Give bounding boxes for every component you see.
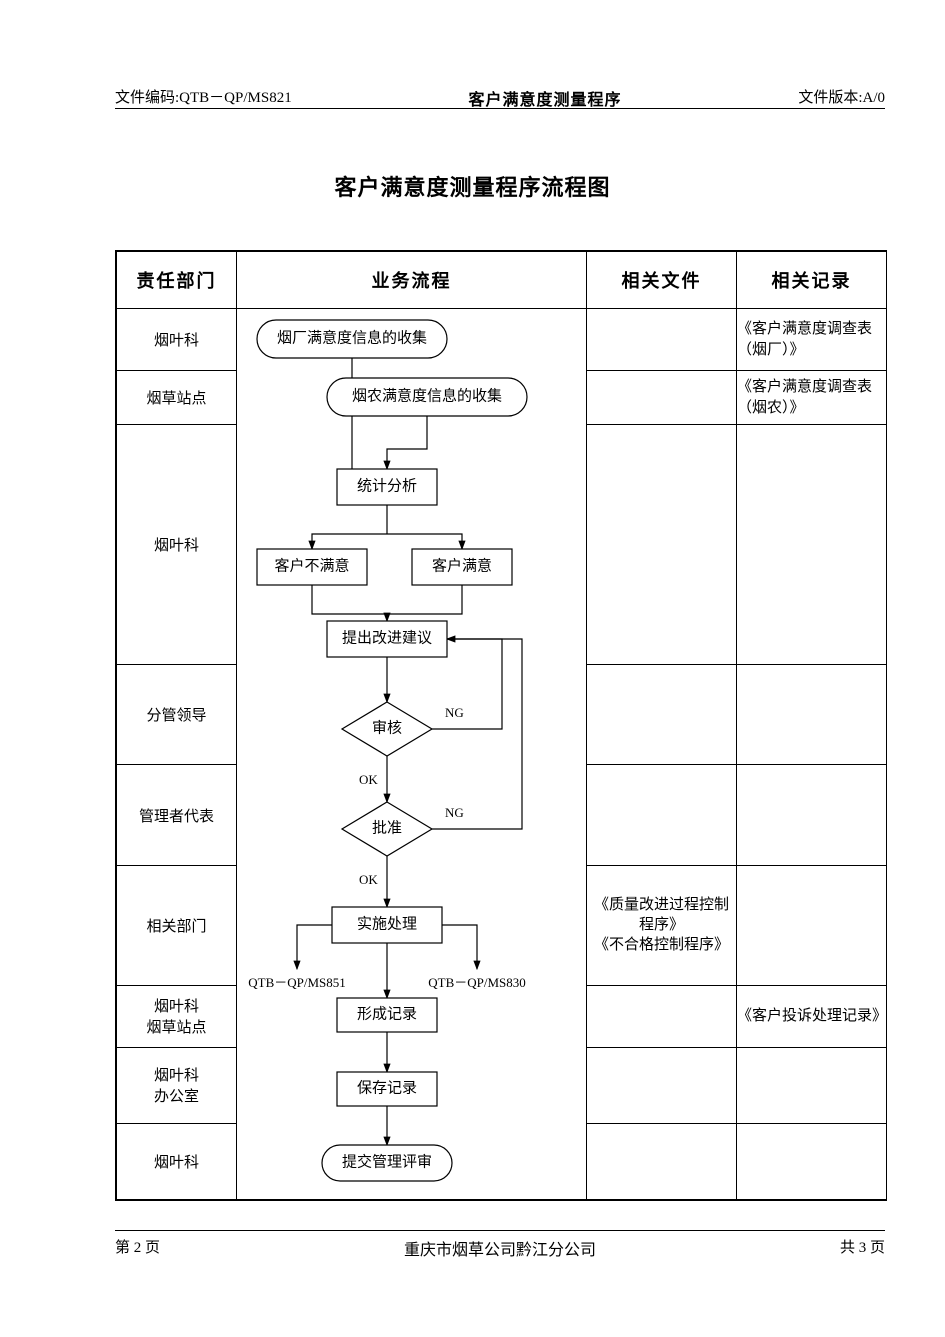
footer-company: 重庆市烟草公司黔江分公司	[404, 1236, 596, 1260]
rec-cell	[737, 665, 887, 765]
rec-cell	[737, 425, 887, 665]
header-rule	[115, 108, 885, 109]
doc-cell	[587, 425, 737, 665]
svg-text:QTB－QP/MS830: QTB－QP/MS830	[428, 975, 526, 990]
footer-page: 第 2 页	[115, 1236, 160, 1260]
col-flow-header: 业务流程	[237, 252, 587, 309]
svg-text:OK: OK	[359, 872, 378, 887]
dept-cell: 分管领导	[117, 665, 237, 765]
doc-cell	[587, 765, 737, 865]
doc-code-value: QTB－QP/MS821	[179, 90, 292, 106]
doc-version-value: A/0	[862, 90, 885, 106]
rec-cell: 《客户投诉处理记录》	[737, 985, 887, 1047]
doc-cell	[587, 985, 737, 1047]
svg-text:保存记录: 保存记录	[357, 1079, 417, 1096]
footer-row: 第 2 页 重庆市烟草公司黔江分公司 共 3 页	[115, 1236, 885, 1260]
svg-text:统计分析: 统计分析	[357, 477, 417, 494]
svg-text:NG: NG	[445, 805, 464, 820]
dept-cell: 烟叶科	[117, 309, 237, 371]
table-header-row: 责任部门 业务流程 相关文件 相关记录	[117, 252, 887, 309]
dept-cell: 烟叶科	[117, 425, 237, 665]
rec-cell	[737, 1047, 887, 1123]
rec-cell: 《客户满意度调查表（烟农）》	[737, 371, 887, 425]
dept-cell: 管理者代表	[117, 765, 237, 865]
table-row: 烟叶科 烟厂满意度信息的收集烟农满意度信息的收集统计分析客户不满意客户满意提出改…	[117, 309, 887, 371]
flowchart-cell: 烟厂满意度信息的收集烟农满意度信息的收集统计分析客户不满意 客户满意提出改进建议审…	[237, 309, 587, 1200]
svg-text:NG: NG	[445, 705, 464, 720]
doc-code: 文件编码:QTB－QP/MS821	[115, 86, 292, 110]
rec-cell	[737, 1123, 887, 1199]
svg-text:客户满意: 客户满意	[432, 556, 492, 574]
rec-cell: 《客户满意度调查表（烟厂）》	[737, 309, 887, 371]
dept-cell: 烟草站点	[117, 371, 237, 425]
rec-cell	[737, 765, 887, 865]
footer-rule	[115, 1230, 885, 1231]
svg-text:提交管理评审: 提交管理评审	[342, 1152, 432, 1170]
svg-text:提出改进建议: 提出改进建议	[342, 629, 432, 646]
svg-text:审核: 审核	[372, 719, 402, 736]
doc-cell	[587, 1047, 737, 1123]
svg-text:批准: 批准	[372, 819, 402, 836]
dept-cell: 烟叶科烟草站点	[117, 985, 237, 1047]
doc-code-label: 文件编码:	[115, 90, 179, 106]
rec-cell	[737, 865, 887, 985]
svg-text:OK: OK	[359, 772, 378, 787]
doc-title: 客户满意度测量程序	[469, 86, 622, 110]
doc-version-label: 文件版本:	[798, 90, 862, 106]
svg-text:烟厂满意度信息的收集: 烟厂满意度信息的收集	[277, 328, 427, 346]
doc-version: 文件版本:A/0	[798, 86, 885, 110]
page-title: 客户满意度测量程序流程图	[0, 170, 945, 202]
doc-cell	[587, 1123, 737, 1199]
col-dept-header: 责任部门	[117, 252, 237, 309]
dept-cell: 相关部门	[117, 865, 237, 985]
header-row: 文件编码:QTB－QP/MS821 客户满意度测量程序 文件版本:A/0	[115, 86, 885, 110]
doc-cell	[587, 309, 737, 371]
page: 文件编码:QTB－QP/MS821 客户满意度测量程序 文件版本:A/0 客户满…	[0, 0, 945, 1337]
svg-text:实施处理: 实施处理	[357, 915, 417, 932]
doc-cell	[587, 665, 737, 765]
col-docs-header: 相关文件	[587, 252, 737, 309]
doc-cell: 《质量改进过程控制程序》《不合格控制程序》	[587, 865, 737, 985]
svg-text:QTB－QP/MS851: QTB－QP/MS851	[248, 975, 346, 990]
footer-total: 共 3 页	[840, 1236, 885, 1260]
svg-text:形成记录: 形成记录	[357, 1005, 417, 1022]
dept-cell: 烟叶科	[117, 1123, 237, 1199]
svg-text:烟农满意度信息的收集: 烟农满意度信息的收集	[352, 386, 502, 404]
doc-cell	[587, 371, 737, 425]
dept-cell: 烟叶科办公室	[117, 1047, 237, 1123]
diagram-table: 责任部门 业务流程 相关文件 相关记录 烟叶科 烟厂满意度信息的收集烟农满意度信…	[115, 250, 887, 1201]
flowchart-svg: 烟厂满意度信息的收集烟农满意度信息的收集统计分析客户不满意 客户满意提出改进建议审…	[237, 309, 587, 1199]
svg-text:客户不满意: 客户不满意	[274, 556, 349, 574]
col-recs-header: 相关记录	[737, 252, 887, 309]
